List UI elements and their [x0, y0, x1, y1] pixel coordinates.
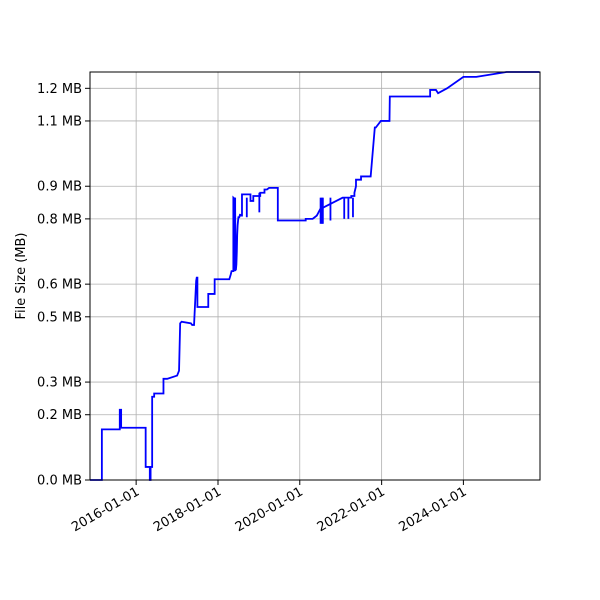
y-tick-label: 1.2 MB	[37, 82, 82, 97]
x-axis: 2016-01-01 2018-01-01 2020-01-01 2022-01-01…	[69, 480, 469, 535]
y-axis-label: File Size (MB)	[14, 233, 29, 320]
x-tick-label: 2018-01-01	[151, 484, 224, 535]
x-tick-label: 2020-01-01	[233, 484, 306, 535]
y-tick-label: 1.1 MB	[37, 114, 82, 129]
spike-layer	[232, 192, 354, 272]
grid	[90, 72, 540, 481]
x-tick-label: 2024-01-01	[396, 484, 469, 535]
y-tick-label: 0.5 MB	[37, 310, 82, 325]
plot-area	[90, 71, 540, 481]
y-tick-label: 0.0 MB	[37, 474, 82, 489]
x-tick-label: 2022-01-01	[315, 484, 388, 535]
y-tick-label: 0.9 MB	[37, 180, 82, 195]
axes-frame	[89, 71, 541, 481]
y-tick-label: 0.2 MB	[37, 408, 82, 423]
x-tick-label: 2016-01-01	[69, 484, 142, 535]
y-tick-label: 0.3 MB	[37, 376, 82, 391]
series-line	[90, 71, 540, 481]
y-tick-label: 0.6 MB	[37, 278, 82, 293]
y-axis: 0.0 MB 0.2 MB 0.3 MB 0.5 MB 0.6 MB 0.8 MB 0.9 …	[37, 82, 90, 489]
y-tick-label: 0.8 MB	[37, 212, 82, 227]
